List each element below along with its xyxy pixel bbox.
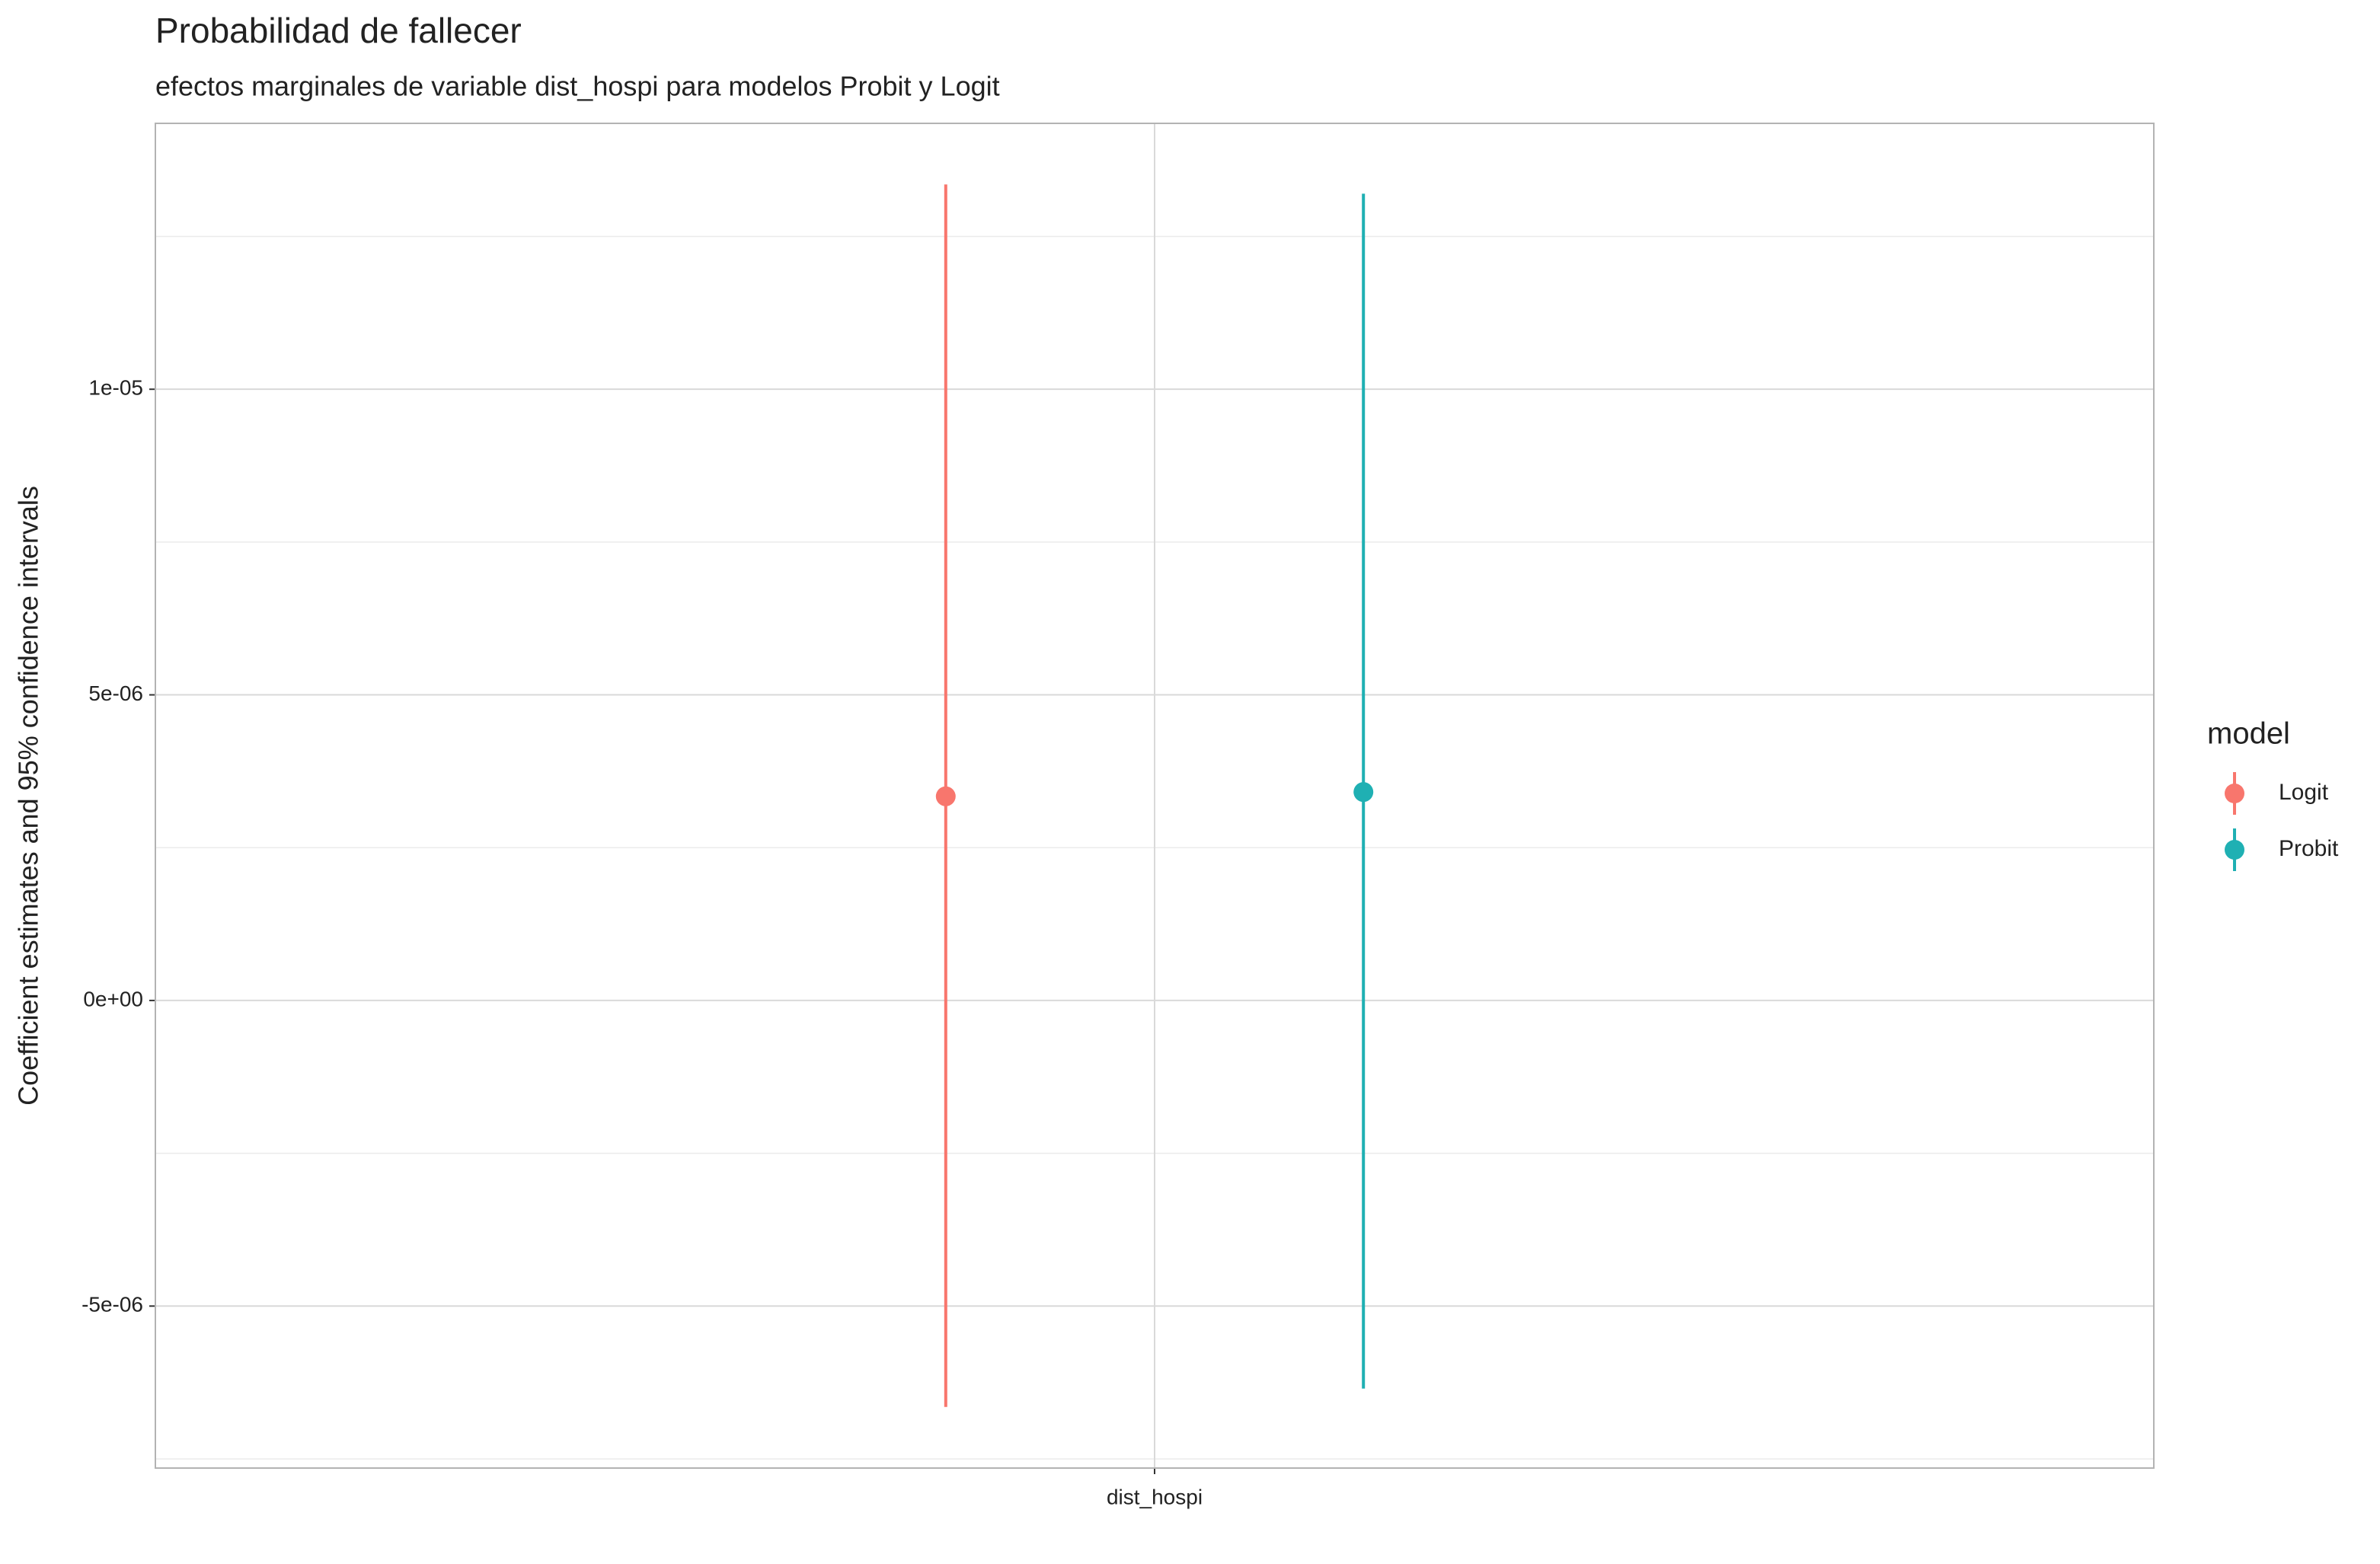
legend-label: Logit [2279,780,2329,805]
panel-border [155,123,2155,1469]
legend-label: Probit [2279,836,2339,861]
legend-title: model [2207,717,2290,751]
legend-key-point [2225,784,2244,803]
x-tick-label: dist_hospi [1107,1485,1203,1508]
y-tick-label: 0e+00 [83,987,143,1010]
legend-key-point [2225,840,2244,860]
y-tick-label: 5e-06 [88,681,143,705]
y-tick-label: 1e-05 [88,376,143,400]
chart-subtitle: efectos marginales de variable dist_hosp… [155,71,1000,102]
y-axis-title: Coefficient estimates and 95% confidence… [13,486,44,1106]
y-tick-label: -5e-06 [81,1293,143,1317]
chart-title: Probabilidad de fallecer [155,11,522,50]
point [1353,782,1374,803]
point [935,786,956,806]
